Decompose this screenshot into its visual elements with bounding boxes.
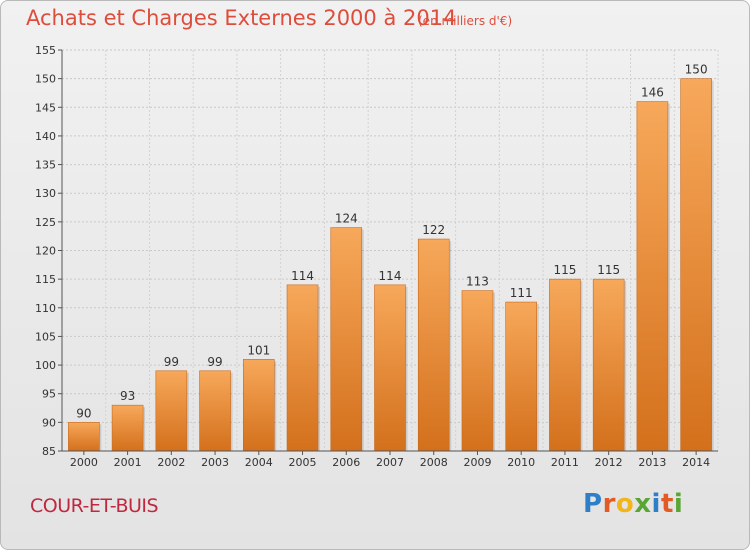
y-tick-label: 140 xyxy=(35,130,56,143)
y-tick-label: 105 xyxy=(35,330,56,343)
y-tick-label: 150 xyxy=(35,73,56,86)
x-tick-label: 2013 xyxy=(638,456,666,469)
bar-2008 xyxy=(417,238,450,452)
bar-2012 xyxy=(592,278,625,452)
bar-2005 xyxy=(286,284,319,452)
logo-letter: x xyxy=(634,489,652,519)
y-tick-label: 155 xyxy=(35,44,56,57)
x-tick-label: 2003 xyxy=(201,456,229,469)
y-tick-label: 90 xyxy=(42,416,56,429)
bars xyxy=(68,78,714,452)
bar-2006 xyxy=(330,227,363,452)
x-tick-label: 2005 xyxy=(289,456,317,469)
bar-2003 xyxy=(199,370,231,452)
data-label: 146 xyxy=(641,86,664,100)
data-label: 122 xyxy=(422,223,445,237)
x-tick-label: 2002 xyxy=(157,456,185,469)
x-tick-label: 2012 xyxy=(595,456,623,469)
x-tick-label: 2011 xyxy=(551,456,579,469)
axes: 85 90 95 100 105 110 115 120 125 130 135 140 145 150 1… xyxy=(35,44,718,469)
x-tick-label: 2008 xyxy=(420,456,448,469)
x-tick-label: 2014 xyxy=(682,456,710,469)
data-label: 101 xyxy=(247,343,270,357)
bar-2007 xyxy=(374,284,406,452)
y-tick-label: 95 xyxy=(42,388,56,401)
x-tick-label: 2004 xyxy=(245,456,273,469)
y-tick-label: 100 xyxy=(35,359,56,372)
logo-letter: P xyxy=(583,489,603,519)
bar-2002 xyxy=(155,370,188,452)
bar-2004 xyxy=(243,359,275,452)
x-tick-label: 2006 xyxy=(332,456,360,469)
data-label: 90 xyxy=(76,406,91,420)
bar-2011 xyxy=(549,278,581,452)
y-tick-label: 125 xyxy=(35,216,56,229)
y-tick-label: 135 xyxy=(35,159,56,172)
logo-letter: i xyxy=(673,489,684,519)
data-labels: 90 93 99 99 101 114 124 114 122 113 111 115 115 146 15… xyxy=(76,63,707,421)
town-name: COUR-ET-BUIS xyxy=(30,495,159,517)
x-tick-label: 2007 xyxy=(376,456,404,469)
bar-2001 xyxy=(111,404,144,452)
bar-2010 xyxy=(505,301,538,452)
data-label: 93 xyxy=(120,389,135,403)
bar-2013 xyxy=(636,101,669,452)
proxiti-logo: Proxiti xyxy=(583,489,683,519)
y-tick-label: 115 xyxy=(35,273,56,286)
data-label: 114 xyxy=(379,269,402,283)
data-label: 115 xyxy=(553,263,576,277)
x-tick-label: 2009 xyxy=(463,456,491,469)
data-label: 113 xyxy=(466,275,489,289)
bar-2000 xyxy=(68,422,100,452)
data-label: 114 xyxy=(291,269,314,283)
logo-letter: t xyxy=(660,489,674,519)
bar-2009 xyxy=(461,290,494,452)
logo-letter: i xyxy=(651,489,661,519)
y-tick-label: 110 xyxy=(35,302,56,315)
y-tick-label: 145 xyxy=(35,101,56,114)
data-label: 124 xyxy=(335,212,358,226)
y-tick-label: 130 xyxy=(35,187,56,200)
x-tick-label: 2000 xyxy=(70,456,98,469)
logo-letter: r xyxy=(602,489,616,519)
x-tick-label: 2010 xyxy=(507,456,535,469)
data-label: 99 xyxy=(164,355,179,369)
y-tick-label: 85 xyxy=(42,445,56,458)
bar-2014 xyxy=(680,78,712,452)
data-label: 99 xyxy=(207,355,222,369)
data-label: 115 xyxy=(597,263,620,277)
y-tick-label: 120 xyxy=(35,245,56,258)
data-label: 111 xyxy=(510,286,533,300)
chart-title: Achats et Charges Externes 2000 à 2014 xyxy=(26,6,457,30)
x-tick-label: 2001 xyxy=(114,456,142,469)
chart-subtitle: (en milliers d'€) xyxy=(418,14,513,28)
logo-letter: o xyxy=(615,489,635,519)
data-label: 150 xyxy=(685,63,708,77)
